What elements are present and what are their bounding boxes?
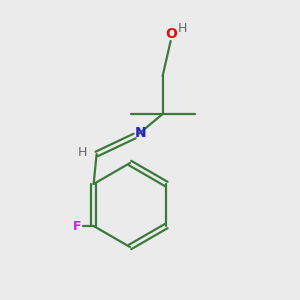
Text: N: N [135, 126, 146, 140]
Text: O: O [166, 27, 178, 41]
Text: H: H [78, 146, 87, 158]
Text: F: F [72, 220, 81, 232]
Text: H: H [178, 22, 187, 35]
